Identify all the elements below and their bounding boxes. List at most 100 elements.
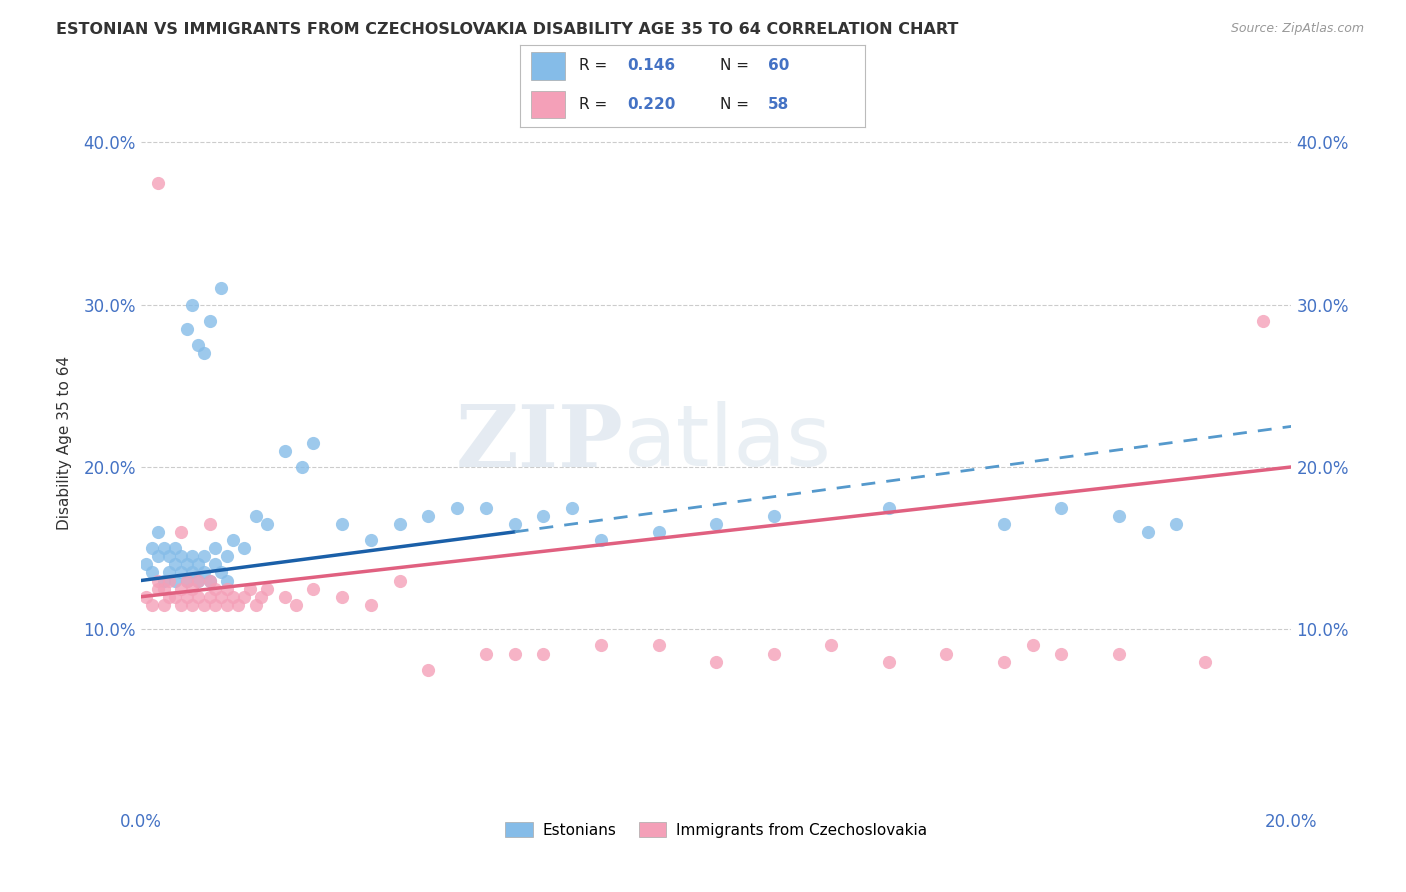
Point <box>146 574 169 588</box>
Point <box>146 176 169 190</box>
Point <box>250 590 273 604</box>
Point <box>245 508 267 523</box>
Point <box>1050 647 1073 661</box>
Point <box>589 533 612 547</box>
Point <box>704 516 727 531</box>
Point <box>176 574 198 588</box>
Point <box>475 647 498 661</box>
Point <box>330 516 353 531</box>
Point <box>647 524 669 539</box>
Point <box>157 574 180 588</box>
Text: atlas: atlas <box>624 401 832 484</box>
Point <box>245 598 267 612</box>
Point <box>993 655 1015 669</box>
Point <box>181 566 204 580</box>
Point <box>198 590 221 604</box>
Text: 58: 58 <box>768 96 790 112</box>
Point <box>176 590 198 604</box>
Point <box>820 639 842 653</box>
Point <box>228 598 250 612</box>
Point <box>157 549 180 564</box>
Point <box>1050 500 1073 515</box>
Point <box>533 508 555 523</box>
Point <box>330 590 353 604</box>
Point <box>877 500 900 515</box>
Point <box>181 549 204 564</box>
Point <box>589 639 612 653</box>
Point <box>215 574 238 588</box>
Point <box>360 598 382 612</box>
Text: ZIP: ZIP <box>456 401 624 484</box>
Point <box>233 590 256 604</box>
Point <box>193 346 215 360</box>
Y-axis label: Disability Age 35 to 64: Disability Age 35 to 64 <box>58 356 72 530</box>
Point <box>418 663 440 677</box>
Point <box>146 549 169 564</box>
Point <box>239 582 262 596</box>
Bar <box>530 91 565 119</box>
Point <box>170 598 193 612</box>
Point <box>475 500 498 515</box>
Point <box>302 582 325 596</box>
Point <box>273 443 295 458</box>
Point <box>209 281 232 295</box>
Point <box>141 541 163 555</box>
Point <box>135 558 157 572</box>
Point <box>209 566 232 580</box>
Point <box>503 647 526 661</box>
Point <box>187 338 209 352</box>
Point <box>176 574 198 588</box>
Point <box>193 598 215 612</box>
Point <box>1136 524 1159 539</box>
Point <box>215 549 238 564</box>
Point <box>204 558 226 572</box>
Point <box>170 566 193 580</box>
Point <box>388 574 411 588</box>
Point <box>165 541 187 555</box>
Point <box>285 598 308 612</box>
Point <box>193 549 215 564</box>
Text: 60: 60 <box>768 58 790 73</box>
Point <box>215 582 238 596</box>
Point <box>215 598 238 612</box>
Point <box>762 508 785 523</box>
Point <box>704 655 727 669</box>
Text: N =: N = <box>720 96 754 112</box>
Point <box>157 566 180 580</box>
Point <box>418 508 440 523</box>
Point <box>181 598 204 612</box>
Point <box>291 459 314 474</box>
Point <box>1166 516 1188 531</box>
Bar <box>530 52 565 80</box>
Point <box>146 524 169 539</box>
Point <box>170 549 193 564</box>
Point <box>209 590 232 604</box>
Point <box>388 516 411 531</box>
Text: Source: ZipAtlas.com: Source: ZipAtlas.com <box>1230 22 1364 36</box>
Text: N =: N = <box>720 58 754 73</box>
Point <box>198 574 221 588</box>
Point <box>198 516 221 531</box>
Point <box>561 500 583 515</box>
Point <box>204 582 226 596</box>
Point <box>1108 508 1130 523</box>
Text: R =: R = <box>579 58 612 73</box>
Point <box>503 516 526 531</box>
Point <box>146 582 169 596</box>
Point <box>135 590 157 604</box>
Point <box>273 590 295 604</box>
Point <box>762 647 785 661</box>
Point <box>256 516 278 531</box>
Text: R =: R = <box>579 96 612 112</box>
Point <box>187 574 209 588</box>
Point <box>152 598 174 612</box>
Point <box>165 558 187 572</box>
Text: 0.220: 0.220 <box>627 96 675 112</box>
Text: ESTONIAN VS IMMIGRANTS FROM CZECHOSLOVAKIA DISABILITY AGE 35 TO 64 CORRELATION C: ESTONIAN VS IMMIGRANTS FROM CZECHOSLOVAK… <box>56 22 959 37</box>
Point <box>170 582 193 596</box>
Point <box>187 574 209 588</box>
Point <box>187 590 209 604</box>
Point <box>141 598 163 612</box>
Point <box>181 582 204 596</box>
Point <box>204 541 226 555</box>
